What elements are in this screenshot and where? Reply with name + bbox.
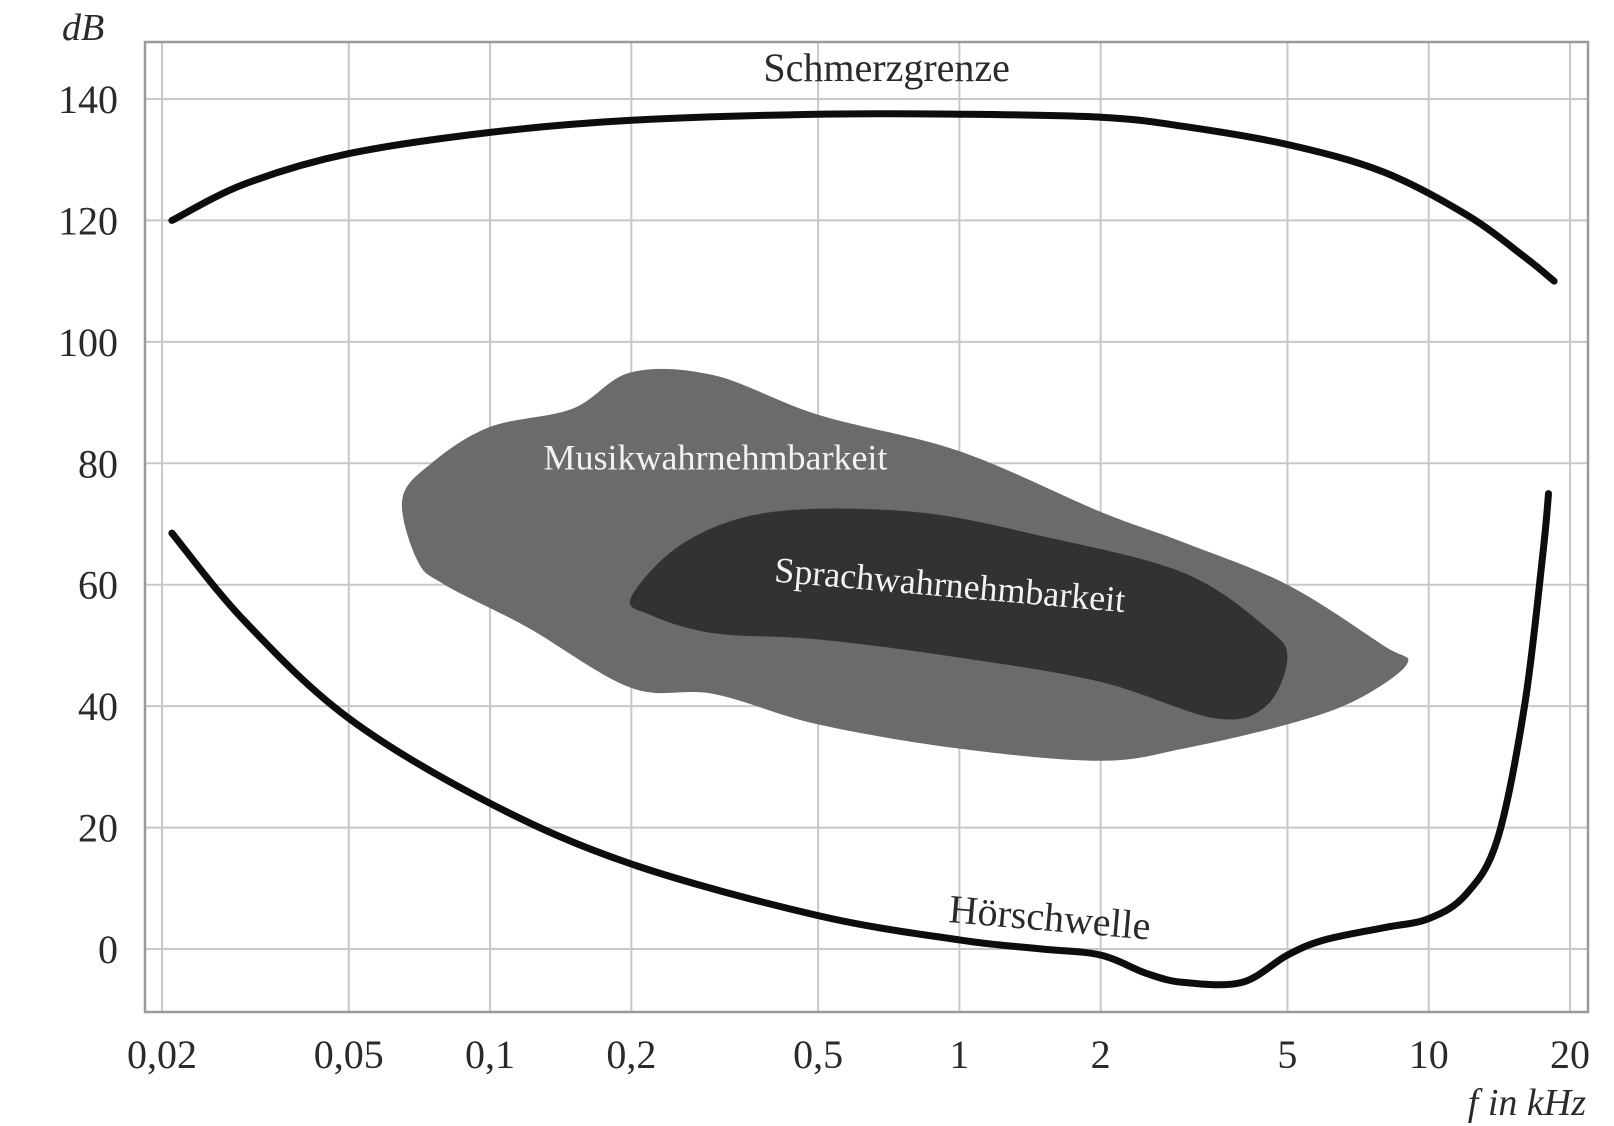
perception-regions xyxy=(401,368,1409,761)
speech-perception-region xyxy=(629,508,1288,720)
x-tick-label: 2 xyxy=(1091,1032,1111,1077)
x-tick-label: 1 xyxy=(949,1032,969,1077)
y-tick-label: 40 xyxy=(78,684,118,729)
y-tick-label: 80 xyxy=(78,441,118,486)
x-tick-label: 20 xyxy=(1550,1032,1590,1077)
x-tick-label: 10 xyxy=(1409,1032,1449,1077)
y-tick-label: 140 xyxy=(58,77,118,122)
pain-threshold-label: Schmerzgrenze xyxy=(763,45,1010,90)
x-tick-label: 5 xyxy=(1277,1032,1297,1077)
threshold-curves xyxy=(168,110,1558,989)
x-tick-label: 0,1 xyxy=(465,1032,515,1077)
x-axis-unit-label: f in kHz xyxy=(1468,1082,1586,1124)
x-tick-label: 0,2 xyxy=(606,1032,656,1077)
x-tick-label: 0,5 xyxy=(793,1032,843,1077)
y-tick-label: 20 xyxy=(78,806,118,851)
y-axis-unit-label: dB xyxy=(62,7,104,49)
y-tick-label: 100 xyxy=(58,320,118,365)
pain-threshold-curve xyxy=(168,110,1558,285)
x-tick-label: 0,02 xyxy=(127,1032,197,1077)
tick-labels: 0,02 0,05 0,1 0,2 0,5 1 2 5 10 20 0 20 40 60 80 100 120 1… xyxy=(58,77,1590,1077)
y-tick-label: 0 xyxy=(98,927,118,972)
y-tick-label: 60 xyxy=(78,563,118,608)
y-tick-label: 120 xyxy=(58,198,118,243)
plot-frame xyxy=(143,40,1590,1014)
x-tick-label: 0,05 xyxy=(314,1032,384,1077)
hearing-threshold-curve xyxy=(168,490,1552,989)
music-region-label: Musikwahrnehmbarkeit xyxy=(544,437,888,477)
